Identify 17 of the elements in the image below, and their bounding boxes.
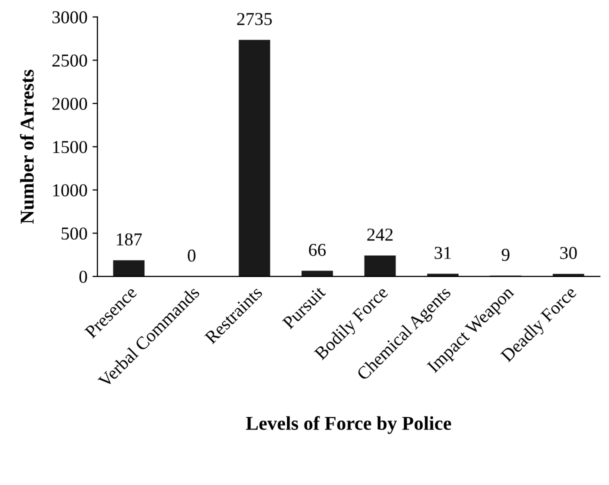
y-tick-label: 2500 [52,54,88,67]
x-axis-title: Levels of Force by Police [246,416,452,434]
y-tick-label: 1500 [53,140,88,154]
data-label: 66 [309,244,326,256]
y-tick-label: 3000 [52,11,88,24]
data-label: 0 [188,249,196,262]
y-tick-label: 500 [62,227,88,240]
data-label: 31 [434,246,451,259]
data-label: 30 [560,246,577,260]
data-label: 9 [502,248,510,261]
data-label: 2735 [237,12,272,26]
y-tick-label: 0 [79,270,88,283]
data-label: 187 [116,233,142,246]
y-tick-label: 1000 [53,184,88,196]
data-label: 242 [367,228,393,241]
y-axis-title: Number of Arrests [20,70,34,224]
y-tick-label: 2000 [52,98,88,110]
